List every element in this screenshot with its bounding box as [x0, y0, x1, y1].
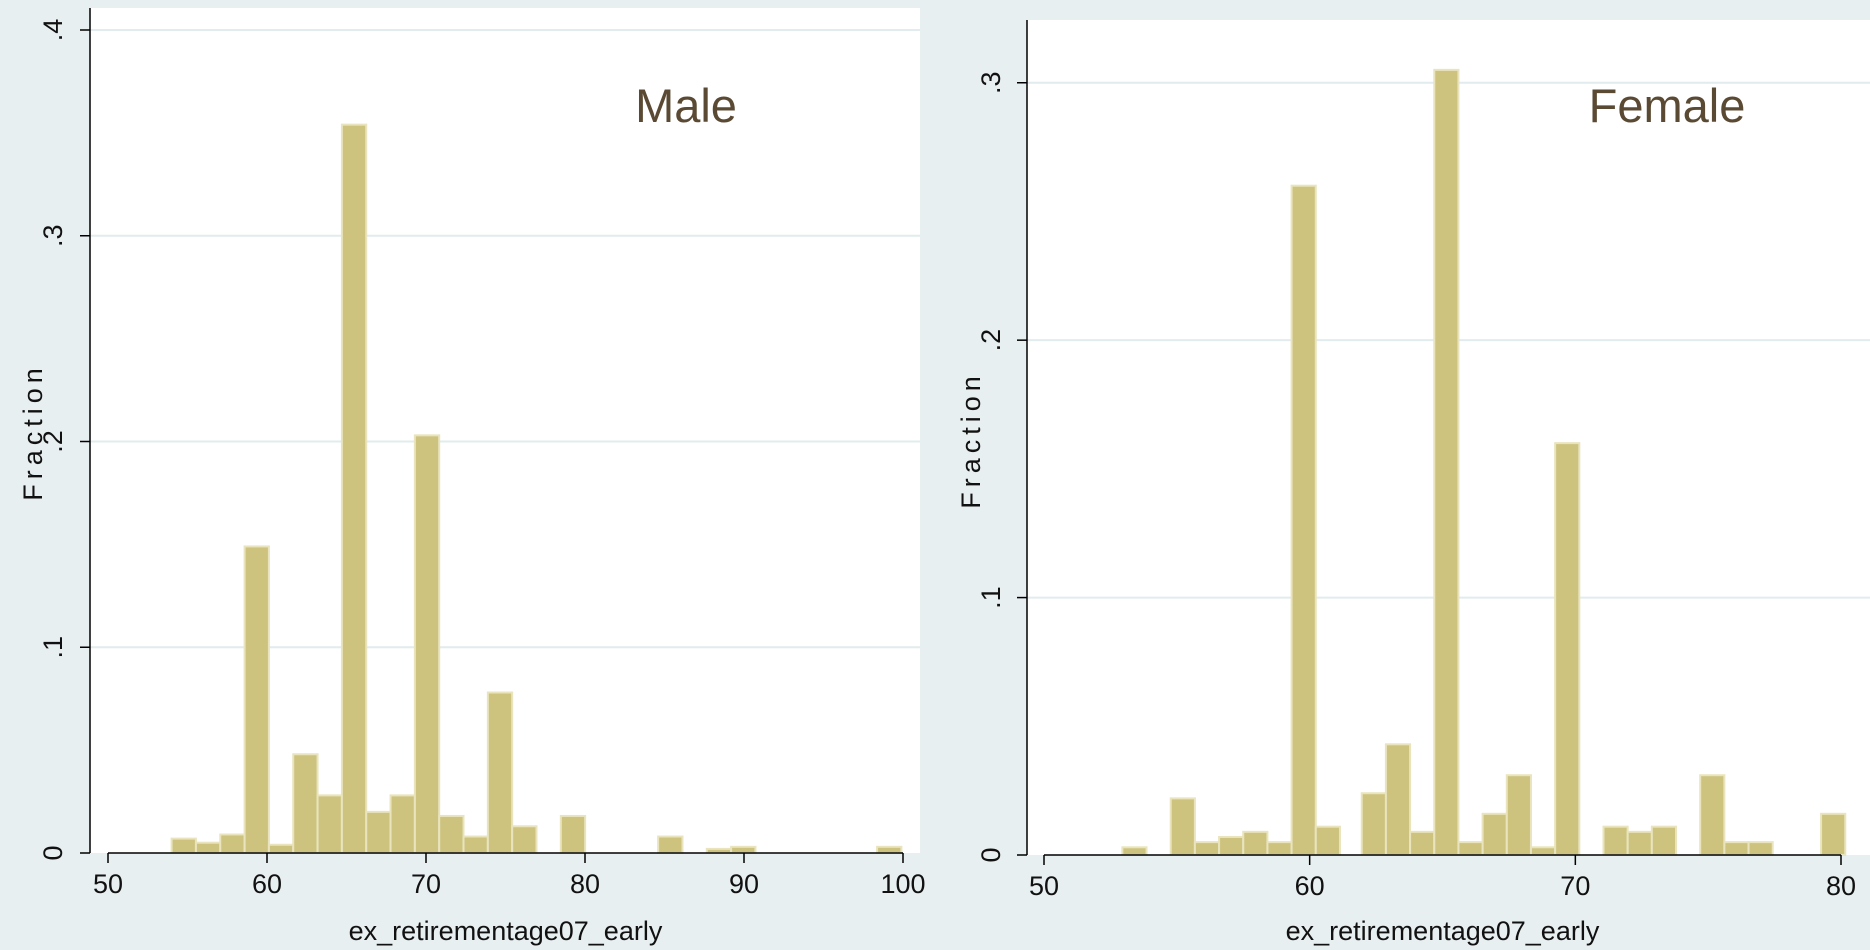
histogram-bar — [1602, 825, 1629, 857]
histogram-bar — [1409, 830, 1436, 857]
histogram-bar — [511, 825, 538, 855]
panel-label: Male — [635, 79, 737, 132]
x-tick-label: 50 — [1029, 871, 1059, 901]
histogram-bar — [1650, 825, 1678, 857]
y-tick-label: .3 — [976, 71, 1006, 94]
histogram-bar — [389, 794, 416, 855]
y-tick-label: .2 — [38, 430, 68, 453]
histogram-bar — [340, 123, 368, 854]
histogram-bar — [486, 691, 514, 855]
y-tick-label: 0 — [38, 845, 68, 860]
histogram-bar — [1433, 68, 1460, 856]
histogram-bar — [876, 845, 903, 855]
y-tick-label: .4 — [38, 19, 68, 42]
histogram-bar — [1218, 835, 1245, 857]
x-tick-label: 100 — [880, 869, 925, 899]
histogram-bar — [267, 843, 295, 855]
histogram-bar — [365, 810, 392, 854]
histogram-bar — [170, 837, 197, 854]
y-tick-label: .1 — [38, 636, 68, 659]
histogram-bar — [1384, 743, 1412, 857]
histogram-bar — [1723, 841, 1750, 856]
x-tick-label: 50 — [93, 869, 123, 899]
histogram-bar — [1193, 841, 1221, 856]
histogram-bar — [1747, 841, 1774, 856]
histogram-bar — [1820, 812, 1847, 857]
histogram-bar — [1529, 846, 1557, 856]
x-tick-label: 70 — [1560, 871, 1590, 901]
histogram-bar — [1626, 830, 1653, 857]
histogram-bar — [316, 794, 343, 855]
panel-male: 0 .1 .2 .3 .4 50 60 70 80 90 100 ex_retirementage07… — [18, 8, 926, 946]
histogram-bar — [1242, 830, 1269, 857]
histogram-bar — [1290, 184, 1317, 857]
x-tick-label: 90 — [729, 869, 759, 899]
histogram-bar — [730, 845, 757, 855]
histogram-bar — [1169, 797, 1196, 856]
histogram-bar — [194, 841, 222, 855]
x-tick-label: 60 — [1295, 871, 1325, 901]
panel-label: Female — [1589, 79, 1746, 132]
x-axis-title: ex_retirementage07_early — [1286, 916, 1600, 946]
y-tick-label: .1 — [976, 586, 1006, 609]
x-tick-label: 80 — [1826, 871, 1856, 901]
histogram-bar — [1266, 841, 1293, 856]
histogram-bar — [559, 814, 587, 855]
x-tick-label: 70 — [411, 869, 441, 899]
x-axis-title: ex_retirementage07_early — [349, 916, 663, 946]
y-axis-title: Fraction — [956, 371, 986, 509]
y-tick-label: 0 — [976, 847, 1006, 862]
x-tick-label: 60 — [252, 869, 282, 899]
histogram-bar — [1121, 846, 1148, 856]
histogram-bar — [413, 434, 441, 854]
histogram-bar — [1481, 812, 1508, 857]
histogram-bar — [1699, 774, 1726, 857]
histogram-bar — [243, 545, 270, 854]
histogram-bar — [462, 835, 489, 854]
y-tick-label: .2 — [976, 329, 1006, 352]
panel-female: 0 .1 .2 .3 50 60 70 80 ex_retirementage07_early F… — [956, 20, 1870, 946]
x-tick-label: 80 — [570, 869, 600, 899]
histogram-bar — [219, 833, 246, 854]
histogram-bar — [1360, 792, 1387, 857]
histogram-bar — [1457, 841, 1484, 856]
y-tick-label: .3 — [38, 224, 68, 247]
histogram-bar — [438, 814, 465, 855]
histogram-bar — [1554, 442, 1581, 856]
histogram-bar — [657, 835, 684, 854]
histogram-bar — [1505, 774, 1532, 857]
histogram-bar — [1314, 825, 1341, 857]
histogram-bar — [292, 753, 319, 854]
y-axis-title: Fraction — [18, 363, 48, 501]
